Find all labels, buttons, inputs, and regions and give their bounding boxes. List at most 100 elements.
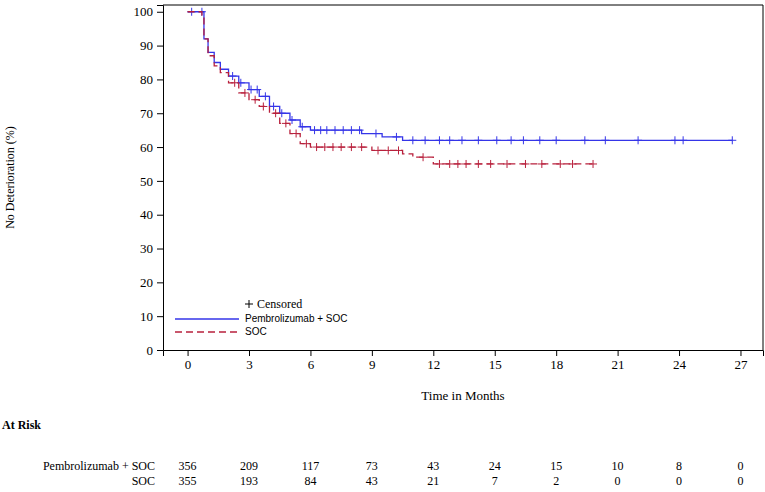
- censor-mark: [231, 79, 239, 87]
- y-tick-mark: [157, 249, 163, 250]
- x-axis: 0369121518212427: [164, 350, 764, 372]
- y-tick: 50: [140, 174, 163, 189]
- censor-mark: [569, 160, 577, 168]
- plot-frame: [163, 5, 763, 350]
- censor-mark: [409, 136, 417, 144]
- censor-mark: [323, 126, 331, 134]
- x-tick: 27: [734, 350, 748, 372]
- censor-mark: [329, 143, 337, 151]
- y-tick-label: 0: [147, 343, 154, 358]
- censor-mark: [538, 160, 546, 168]
- x-tick-label: 0: [185, 357, 192, 372]
- censor-mark: [503, 160, 511, 168]
- at-risk-count: 10: [612, 459, 624, 473]
- censor-mark: [253, 86, 261, 94]
- x-tick-mark: [249, 350, 250, 356]
- at-risk-count: 0: [737, 459, 743, 473]
- y-tick: 70: [140, 106, 163, 121]
- censor-mark: [634, 136, 642, 144]
- y-tick-mark: [157, 350, 163, 351]
- y-axis-title: No Deterioration (%): [3, 126, 17, 229]
- censor-mark: [313, 143, 321, 151]
- at-risk-count: 21: [427, 474, 439, 488]
- x-tick: 21: [612, 350, 625, 372]
- censor-mark: [556, 160, 564, 168]
- censor-mark: [589, 160, 597, 168]
- x-tick-label: 6: [308, 357, 315, 372]
- legend-censored-label: Censored: [257, 297, 302, 311]
- censor-mark: [493, 136, 501, 144]
- censor-mark: [394, 146, 402, 154]
- y-tick-mark: [157, 316, 163, 317]
- legend-label: Pembrolizumab + SOC: [245, 313, 348, 324]
- at-risk-count: 0: [737, 474, 743, 488]
- censor-mark: [552, 136, 560, 144]
- survival-curve: [188, 12, 593, 164]
- x-tick-label: 27: [734, 357, 748, 372]
- at-risk-count: 7: [492, 474, 498, 488]
- censor-mark: [259, 102, 267, 110]
- censor-mark: [298, 123, 306, 131]
- at-risk-row-label: SOC: [132, 474, 155, 488]
- censor-mark: [728, 136, 736, 144]
- censor-mark: [581, 136, 589, 144]
- y-axis-line: [157, 6, 164, 351]
- censor-mark: [421, 136, 429, 144]
- legend-label: SOC: [245, 326, 267, 337]
- x-tick: 15: [489, 350, 502, 372]
- at-risk-count: 0: [615, 474, 621, 488]
- legend-swatch: [175, 331, 239, 332]
- at-risk-count: 84: [304, 474, 316, 488]
- x-tick-mark: [740, 350, 741, 356]
- x-tick-mark: [556, 350, 557, 356]
- y-axis: 0102030405060708090100: [134, 4, 164, 357]
- y-tick: 0: [147, 343, 164, 358]
- censor-mark: [454, 160, 462, 168]
- censor-mark: [282, 119, 290, 127]
- y-tick-label: 10: [140, 309, 153, 324]
- x-tick-label: 15: [489, 357, 502, 372]
- y-tick-label: 40: [140, 207, 153, 222]
- at-risk-count: 0: [676, 474, 682, 488]
- censor-mark: [392, 133, 400, 141]
- censor-mark: [241, 89, 249, 97]
- x-tick-label: 9: [369, 357, 376, 372]
- y-tick-label: 100: [134, 4, 154, 19]
- at-risk-count: 43: [366, 474, 378, 488]
- censor-mark: [270, 102, 278, 110]
- at-risk-count: 73: [366, 459, 378, 473]
- y-tick-label: 30: [140, 241, 153, 256]
- x-tick-label: 24: [673, 357, 687, 372]
- x-axis-line: [164, 351, 764, 357]
- at-risk-count: 43: [427, 459, 439, 473]
- censor-mark: [331, 126, 339, 134]
- x-tick: 24: [673, 350, 687, 372]
- at-risk-count: 24: [489, 459, 501, 473]
- y-tick-mark: [157, 46, 163, 47]
- y-tick-mark: [157, 181, 163, 182]
- censor-mark: [321, 143, 329, 151]
- censor-mark: [337, 143, 345, 151]
- x-tick: 6: [308, 350, 315, 372]
- at-risk-count: 117: [302, 459, 320, 473]
- x-tick-mark: [433, 350, 434, 356]
- censor-mark: [347, 126, 355, 134]
- y-tick-mark: [157, 147, 163, 148]
- censor-mark: [372, 130, 380, 138]
- censor-mark: [458, 136, 466, 144]
- censor-mark: [519, 136, 527, 144]
- x-tick-mark: [618, 350, 619, 356]
- censor-mark: [251, 96, 259, 104]
- chart: 01020304050607080901000369121518212427No…: [0, 0, 765, 492]
- censor-mark: [229, 72, 237, 80]
- censor-mark: [374, 146, 382, 154]
- legend: Censored Pembrolizumab + SOC SOC: [175, 297, 348, 337]
- censor-mark: [601, 136, 609, 144]
- censor-mark: [384, 146, 392, 154]
- censor-mark: [435, 160, 443, 168]
- y-tick: 80: [140, 72, 163, 87]
- x-tick-label: 21: [612, 357, 625, 372]
- censor-mark: [507, 136, 515, 144]
- x-tick-mark: [188, 350, 189, 356]
- at-risk-count: 355: [179, 474, 197, 488]
